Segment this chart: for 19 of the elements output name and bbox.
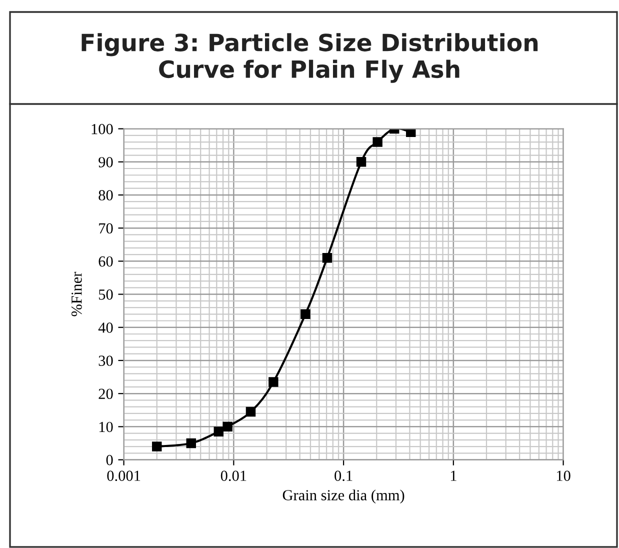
y-tick-label: 10	[99, 422, 113, 432]
x-axis-title: Grain size dia (mm)	[282, 490, 404, 504]
y-tick-label: 80	[98, 190, 113, 200]
y-tick-label: 50	[98, 289, 113, 300]
x-tick-label: 1	[450, 470, 456, 481]
y-tick-label: 0	[106, 454, 113, 466]
y-tick-label: 60	[98, 256, 113, 267]
y-tick-label: 40	[98, 322, 113, 333]
chart-title: Figure 3: Particle Size Distribution Curve for Plain Fly Ash	[82, 33, 538, 83]
y-tick-label: 30	[98, 356, 113, 366]
y-tick-label: 20	[98, 388, 113, 400]
x-tick-label: 10	[556, 470, 570, 481]
x-tick-label: 0.001	[107, 470, 140, 482]
y-tick-label: 90	[98, 157, 113, 168]
x-tick-label: 0.1	[334, 470, 352, 482]
y-tick-label: 100	[92, 124, 113, 134]
x-tick-label: 0.01	[220, 470, 246, 482]
y-axis-title: %Finer	[72, 272, 82, 316]
y-tick-label: 70	[99, 223, 113, 234]
